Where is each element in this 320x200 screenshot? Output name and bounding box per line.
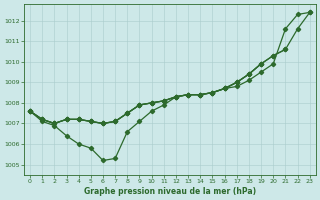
X-axis label: Graphe pression niveau de la mer (hPa): Graphe pression niveau de la mer (hPa): [84, 187, 256, 196]
